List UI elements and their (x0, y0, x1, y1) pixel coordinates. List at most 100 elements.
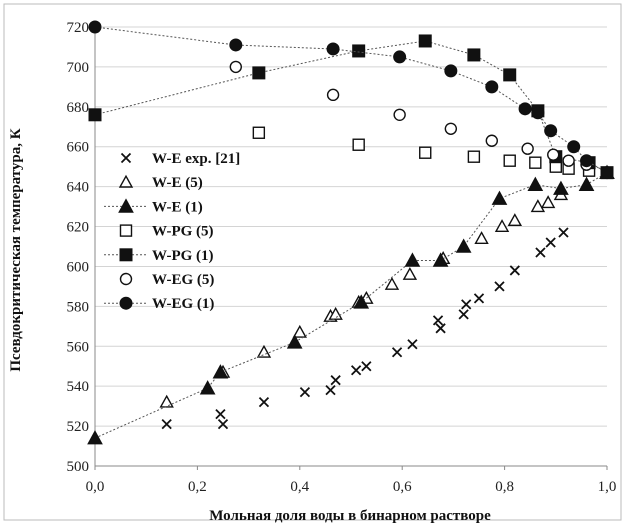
data-point (485, 134, 498, 147)
legend-label: W-PG (5) (152, 224, 214, 240)
data-point (567, 140, 581, 154)
data-point (507, 213, 523, 227)
data-point (558, 227, 569, 238)
data-point (350, 365, 362, 376)
data-point (562, 154, 575, 167)
y-tick-label: 640 (67, 180, 90, 196)
data-point (518, 102, 532, 116)
series-0 (161, 227, 569, 430)
data-point (215, 408, 226, 420)
legend-marker (119, 224, 133, 237)
x-tick-label: 0,6 (393, 479, 412, 495)
data-point (485, 80, 499, 94)
y-tick-label: 680 (67, 100, 90, 116)
data-point (87, 430, 103, 445)
legend-entry: W-E (1) (104, 198, 203, 215)
data-point (353, 294, 370, 309)
data-point (384, 276, 400, 290)
data-point (252, 66, 266, 80)
y-tick-label: 600 (67, 259, 90, 275)
legend-entry: W-E exp. [21] (120, 151, 240, 167)
y-tick-label: 560 (67, 339, 90, 355)
legend-entry: W-PG (1) (104, 248, 214, 264)
legend: W-E exp. [21] W-E (5) W-E (1) W-PG (5) W-PG … (104, 151, 240, 312)
data-point (527, 176, 544, 191)
legend-label: W-EG (1) (152, 296, 214, 312)
x-tick-label: 0,2 (188, 479, 207, 495)
data-point (531, 106, 545, 120)
data-point (491, 190, 508, 205)
legend-marker (120, 152, 132, 164)
series-6 (88, 20, 614, 180)
data-point (435, 323, 446, 334)
data-point (521, 142, 534, 155)
data-point (217, 418, 229, 430)
axes (3, 3, 622, 521)
legend-marker (118, 198, 134, 213)
x-tick-label: 0,0 (86, 479, 105, 495)
y-tick-label: 520 (67, 419, 90, 435)
data-point (418, 34, 432, 48)
legend-entry: W-EG (5) (119, 272, 214, 288)
data-point (325, 385, 336, 396)
chart-border (3, 3, 622, 521)
data-point (161, 418, 172, 430)
y-axis-label: Псевдокритическая температура, К (8, 128, 24, 371)
series-markers (87, 20, 615, 445)
data-point (509, 265, 520, 276)
legend-label: W-E (1) (152, 199, 203, 215)
y-tick-label: 500 (67, 459, 90, 475)
y-tick-label: 660 (67, 140, 90, 156)
y-tick-label: 540 (67, 379, 90, 395)
data-point (547, 148, 560, 161)
data-point (407, 339, 418, 350)
data-point (467, 150, 481, 163)
data-point (252, 126, 266, 139)
data-point (540, 195, 556, 209)
data-point (530, 199, 546, 213)
legend-marker (119, 248, 133, 262)
data-point (544, 124, 558, 138)
x-tick-label: 0,8 (495, 479, 514, 495)
data-point (432, 315, 444, 326)
data-point (461, 299, 472, 310)
legend-label: W-EG (5) (152, 272, 214, 288)
legend-marker (119, 272, 133, 286)
legend-label: W-PG (1) (152, 248, 214, 264)
data-point (578, 176, 595, 191)
data-point (199, 380, 216, 395)
legend-label: W-E exp. [21] (152, 151, 240, 167)
data-point (391, 347, 403, 358)
tick-labels: 500 520 540 560 580 600 620 640 660 680 700 720 0,0 0… (67, 20, 617, 495)
data-point (494, 219, 510, 233)
data-point (258, 397, 270, 408)
data-point (328, 306, 343, 320)
legend-marker (118, 174, 134, 188)
series-2 (87, 164, 615, 445)
data-point (419, 146, 432, 159)
data-point (88, 108, 102, 122)
data-point (600, 166, 614, 180)
data-point (503, 154, 516, 167)
data-point (352, 138, 365, 151)
series-5 (229, 60, 593, 171)
data-point (404, 252, 421, 267)
data-point (393, 108, 406, 122)
data-point (326, 42, 340, 56)
x-tick-label: 1,0 (598, 479, 617, 495)
x-axis-label: Мольная доля воды в бинарном растворе (209, 508, 491, 524)
legend-label: W-E (5) (152, 175, 203, 191)
data-point (545, 237, 556, 248)
data-point (553, 180, 569, 195)
data-point (393, 50, 407, 64)
gridlines (95, 26, 607, 427)
legend-entry: W-EG (1) (104, 296, 214, 312)
data-point (444, 64, 458, 78)
data-point (503, 68, 517, 82)
data-point (299, 387, 311, 398)
data-point (455, 238, 472, 253)
data-point (229, 38, 243, 52)
data-point (473, 293, 485, 304)
data-point (458, 309, 469, 320)
legend-entry: W-PG (5) (119, 224, 214, 240)
